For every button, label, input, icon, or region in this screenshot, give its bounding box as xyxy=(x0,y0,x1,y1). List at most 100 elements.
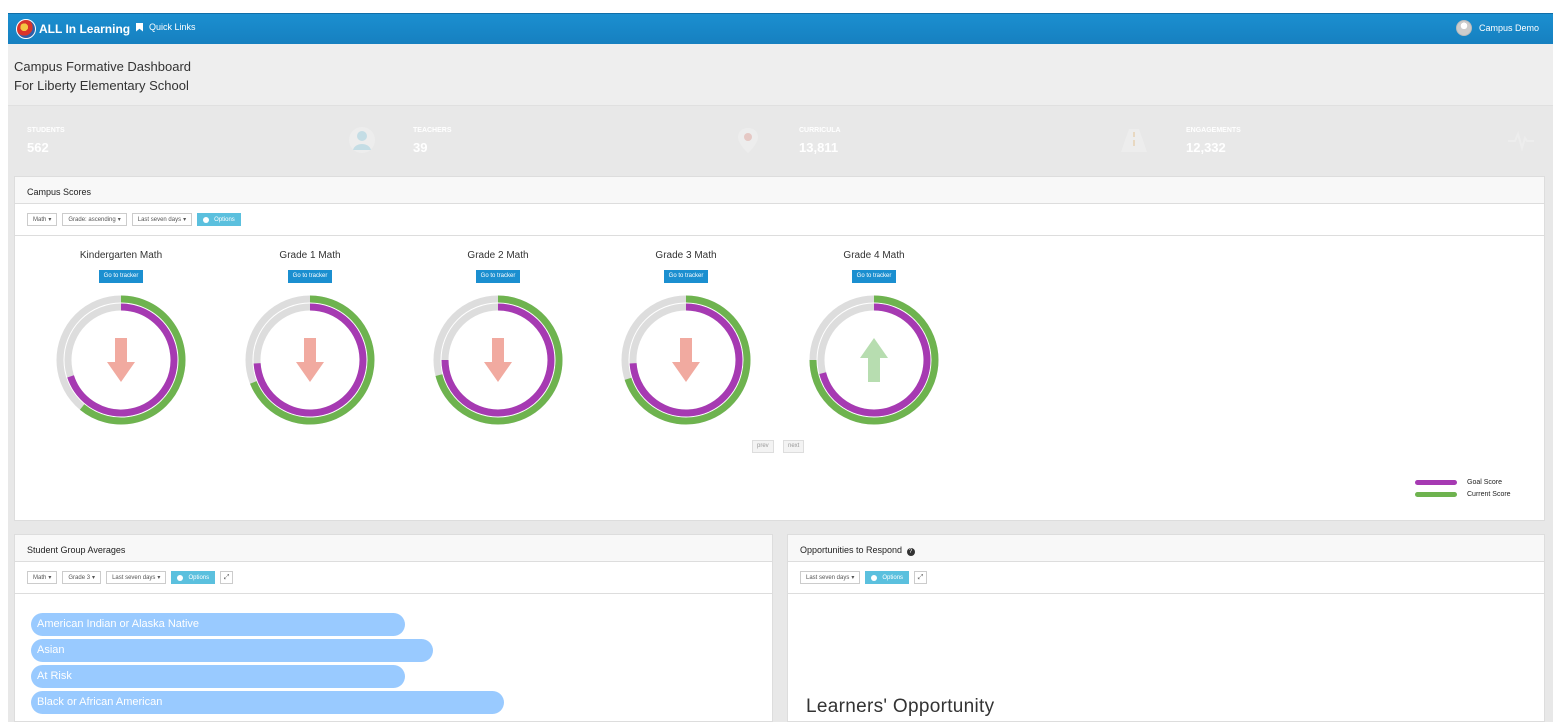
go-to-tracker-button[interactable]: Go to tracker xyxy=(663,270,709,283)
grade-sort-dropdown[interactable]: Grade: ascending xyxy=(62,213,127,226)
goal-score-arc xyxy=(253,303,367,417)
stat-label: STUDENTS xyxy=(27,127,65,134)
group-bar-label: Asian xyxy=(37,644,65,656)
campus-scores-toolbar: Math Grade: ascending Last seven days Op… xyxy=(15,204,1544,236)
expand-icon[interactable]: ⤢ xyxy=(914,571,928,584)
gear-icon xyxy=(177,574,184,581)
go-to-tracker-button[interactable]: Go to tracker xyxy=(475,270,521,283)
stat-label: TEACHERS xyxy=(413,127,452,134)
stat-value: 12,332 xyxy=(1186,140,1226,155)
avatar xyxy=(1455,20,1472,36)
gear-icon xyxy=(203,216,210,223)
help-icon[interactable]: ? xyxy=(906,548,915,556)
campus-scores-panel: Campus Scores Math Grade: ascending Last… xyxy=(14,176,1545,521)
prev-button[interactable]: prev xyxy=(752,440,774,453)
go-to-tracker-button[interactable]: Go to tracker xyxy=(287,270,333,283)
gauge-kindergarten-math: Kindergarten Math Go to tracker xyxy=(51,250,191,428)
stat-card-teachers[interactable]: TEACHERS 39 xyxy=(400,119,772,162)
page-title: Campus Formative Dashboard xyxy=(14,59,192,74)
group-bar-label: At Risk xyxy=(37,670,72,682)
gear-icon xyxy=(871,574,878,581)
panel-title: Student Group Averages xyxy=(15,535,772,562)
group-bar-label: Black or African American xyxy=(37,696,163,708)
options-button[interactable]: Options xyxy=(171,571,216,584)
legend-current-score: Current Score xyxy=(1415,491,1511,498)
arrow-down-icon xyxy=(672,338,700,382)
otr-title: Opportunities to Respond xyxy=(800,545,903,555)
quick-links-label: Quick Links xyxy=(149,22,196,32)
go-to-tracker-button[interactable]: Go to tracker xyxy=(98,270,144,283)
legend-label: Current Score xyxy=(1467,491,1511,498)
gauge-title: Grade 3 Math xyxy=(655,250,717,261)
stat-label: ENGAGEMENTS xyxy=(1186,127,1241,134)
go-to-tracker-button[interactable]: Go to tracker xyxy=(851,270,897,283)
score-ring xyxy=(621,295,751,425)
goal-score-arc xyxy=(67,303,178,417)
brand-logo-icon xyxy=(16,19,36,39)
stat-value: 13,811 xyxy=(799,140,839,155)
legend-label: Goal Score xyxy=(1467,479,1503,486)
options-button[interactable]: Options xyxy=(197,213,241,226)
gauge-grade-1-math: Grade 1 Math Go to tracker xyxy=(240,250,380,428)
gauge-grade-3-math: Grade 3 Math Go to tracker xyxy=(616,250,756,428)
bookmark-icon xyxy=(136,22,143,32)
options-label: Options xyxy=(188,574,210,581)
next-button[interactable]: next xyxy=(783,440,805,453)
options-button[interactable]: Options xyxy=(865,571,910,584)
goal-score-arc xyxy=(629,303,743,417)
map-marker-icon xyxy=(738,128,758,153)
current-score-arc xyxy=(250,295,375,425)
date-range-dropdown[interactable]: Last seven days xyxy=(106,571,167,584)
top-navbar: ALL In Learning Quick Links Campus Demo xyxy=(8,13,1553,44)
quick-links-menu[interactable]: Quick Links xyxy=(136,22,196,32)
gauge-title: Grade 2 Math xyxy=(467,250,529,261)
panel-title: Opportunities to Respond ? xyxy=(788,535,1544,562)
expand-icon[interactable]: ⤢ xyxy=(220,571,234,584)
current-score-arc xyxy=(435,295,563,425)
panel-title: Campus Scores xyxy=(15,177,1544,204)
gauge-title: Grade 1 Math xyxy=(279,250,341,261)
current-score-arc xyxy=(809,295,939,425)
user-menu[interactable]: Campus Demo xyxy=(1455,20,1539,36)
stat-label: CURRICULA xyxy=(799,127,841,134)
gauge-title: Grade 4 Math xyxy=(843,250,905,261)
date-range-dropdown[interactable]: Last seven days xyxy=(131,213,193,226)
opportunities-to-respond-panel: Opportunities to Respond ? Last seven da… xyxy=(787,534,1545,722)
options-label: Options xyxy=(214,216,235,223)
subject-dropdown[interactable]: Math xyxy=(27,571,58,584)
group-bar: American Indian or Alaska Native xyxy=(31,613,405,636)
arrow-down-icon xyxy=(107,338,135,382)
score-ring xyxy=(245,295,375,425)
goal-score-arc xyxy=(441,303,555,417)
student-groups-toolbar: Math Grade 3 Last seven days Options ⤢ xyxy=(15,562,772,594)
user-icon xyxy=(349,127,375,153)
gauge-grade-4-math: Grade 4 Math Go to tracker xyxy=(804,250,944,428)
page-subtitle: For Liberty Elementary School xyxy=(14,78,189,93)
brand-name: ALL In Learning xyxy=(39,22,131,36)
score-ring xyxy=(809,295,939,425)
brand-link[interactable]: ALL In Learning xyxy=(16,18,130,40)
grade-dropdown[interactable]: Grade 3 xyxy=(62,571,102,584)
otr-toolbar: Last seven days Options ⤢ xyxy=(788,562,1544,594)
pulse-icon xyxy=(1508,131,1534,152)
arrow-down-icon xyxy=(484,338,512,382)
gauge-grade-2-math: Grade 2 Math Go to tracker xyxy=(428,250,568,428)
gauge-title: Kindergarten Math xyxy=(79,250,163,261)
stat-card-engagements[interactable]: ENGAGEMENTS 12,332 xyxy=(1173,119,1545,162)
subject-dropdown[interactable]: Math xyxy=(27,213,58,226)
current-score-arc xyxy=(624,295,751,425)
stat-card-students[interactable]: STUDENTS 562 xyxy=(14,119,386,162)
score-ring xyxy=(433,295,563,425)
goal-score-arc xyxy=(819,303,931,417)
options-label: Options xyxy=(882,574,904,581)
user-name: Campus Demo xyxy=(1478,23,1539,33)
group-bar: Black or African American xyxy=(31,691,504,714)
stat-value: 562 xyxy=(27,140,49,155)
group-bar: At Risk xyxy=(31,665,405,688)
otr-chart-heading: Learners' Opportunity xyxy=(806,696,995,717)
stat-card-curricula[interactable]: CURRICULA 13,811 xyxy=(786,119,1158,162)
arrow-down-icon xyxy=(296,338,324,382)
date-range-dropdown[interactable]: Last seven days xyxy=(800,571,861,584)
page-header: Campus Formative Dashboard For Liberty E… xyxy=(8,44,1553,106)
